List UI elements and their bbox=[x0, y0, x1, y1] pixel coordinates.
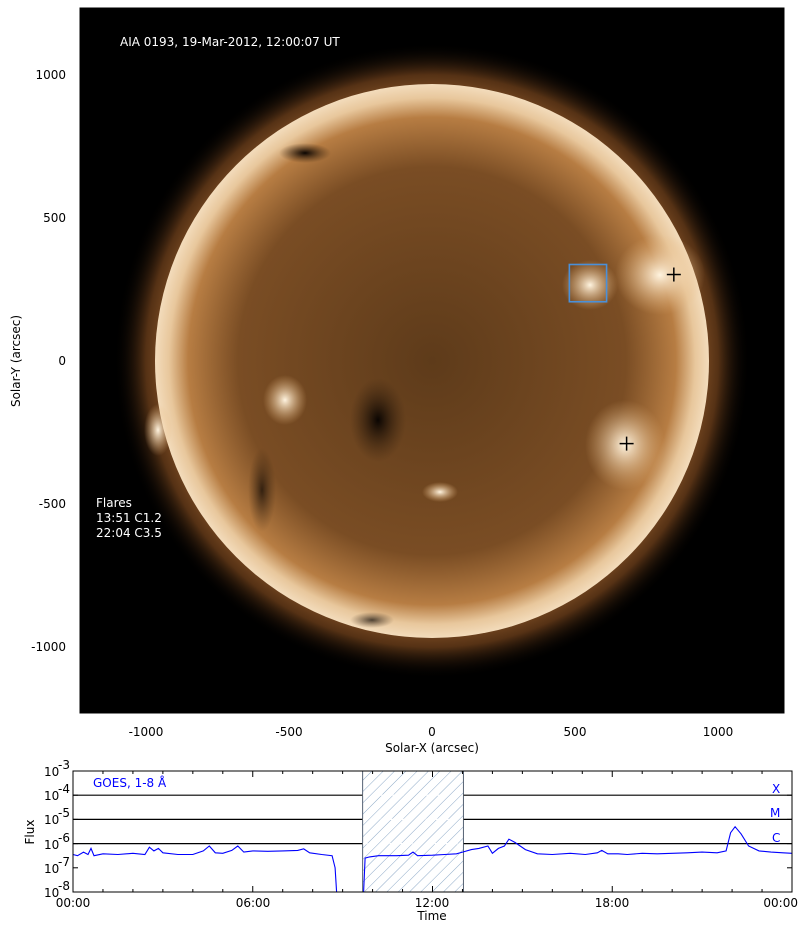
goes-xtick-label-2: 06:00 bbox=[236, 896, 271, 910]
image-xtick-label-5: 1000 bbox=[703, 725, 734, 739]
goes-ytick-exp-2: -4 bbox=[58, 782, 70, 796]
bright-limb-east bbox=[144, 404, 172, 456]
image-xtick-label-1: -1000 bbox=[129, 725, 164, 739]
coronal-hole bbox=[350, 378, 406, 462]
flare-entry-2: 22:04 C3.5 bbox=[96, 526, 162, 540]
region-of-interest-box bbox=[568, 263, 608, 303]
goes-axis-ticks bbox=[72, 770, 793, 893]
goes-xtick-label-5: 00:00 bbox=[763, 896, 798, 910]
svg-text:10: 10 bbox=[44, 886, 59, 900]
flare-marker-1 bbox=[666, 267, 681, 282]
image-xlabel: Solar-X (arcsec) bbox=[385, 741, 479, 755]
active-region-southwest bbox=[585, 400, 665, 490]
goes-ytick-label-3: 10-5 bbox=[44, 806, 70, 827]
image-ytick-label-4: -500 bbox=[39, 497, 66, 511]
goes-xtick-label-3: 12:00 bbox=[415, 896, 450, 910]
goes-panel: GOES, 1-8 Å X M C 10-3 10-4 10-5 10-6 10… bbox=[23, 758, 798, 923]
goes-ytick-label-4: 10-6 bbox=[44, 831, 70, 852]
class-label-c: C bbox=[772, 831, 780, 845]
goes-ytick-exp-5: -7 bbox=[58, 855, 70, 869]
goes-ytick-label-6: 10-8 bbox=[44, 879, 70, 900]
goes-xlabel: Time bbox=[416, 909, 446, 923]
image-xtick-label-2: -500 bbox=[275, 725, 302, 739]
goes-ytick-exp-4: -6 bbox=[58, 831, 70, 845]
dark-region-east bbox=[248, 448, 276, 532]
sun-image bbox=[114, 43, 750, 679]
goes-ytick-exp-3: -5 bbox=[58, 806, 70, 820]
active-region-east bbox=[263, 375, 307, 425]
flare-markers bbox=[619, 267, 681, 451]
image-xtick-label-4: 500 bbox=[564, 725, 587, 739]
observation-window-shade bbox=[362, 770, 464, 893]
dark-region-south bbox=[350, 612, 394, 628]
goes-series-label: GOES, 1-8 Å bbox=[93, 775, 167, 790]
goes-ytick-label-2: 10-4 bbox=[44, 782, 70, 803]
image-ylabel: Solar-Y (arcsec) bbox=[9, 315, 23, 407]
image-ytick-label-3: 0 bbox=[58, 354, 66, 368]
image-ytick-label-1: 1000 bbox=[35, 68, 66, 82]
image-axis-ticks bbox=[80, 8, 784, 713]
goes-ytick-exp-1: -3 bbox=[58, 758, 70, 772]
class-label-m: M bbox=[770, 806, 780, 820]
image-xtick-label-3: 0 bbox=[428, 725, 436, 739]
active-region-west bbox=[615, 235, 705, 315]
flare-entry-1: 13:51 C1.2 bbox=[96, 511, 162, 525]
svg-text:10: 10 bbox=[44, 862, 59, 876]
goes-xtick-label-4: 18:00 bbox=[595, 896, 630, 910]
dark-region-north bbox=[279, 143, 331, 163]
active-region-box bbox=[562, 260, 618, 310]
image-ytick-label-5: -1000 bbox=[31, 640, 66, 654]
flares-heading: Flares bbox=[96, 496, 132, 510]
goes-xtick-label-1: 00:00 bbox=[56, 896, 91, 910]
goes-ytick-label-1: 10-3 bbox=[44, 758, 70, 779]
image-ytick-label-2: 500 bbox=[43, 211, 66, 225]
svg-text:10: 10 bbox=[44, 789, 59, 803]
image-panel: AIA 0193, 19-Mar-2012, 12:00:07 UT Flare… bbox=[9, 7, 785, 755]
flare-class-lines bbox=[73, 794, 792, 845]
goes-flux-line bbox=[72, 825, 793, 893]
bright-spot-south bbox=[422, 482, 458, 502]
svg-text:10: 10 bbox=[44, 813, 59, 827]
image-title: AIA 0193, 19-Mar-2012, 12:00:07 UT bbox=[120, 35, 340, 49]
svg-text:10: 10 bbox=[44, 838, 59, 852]
flare-marker-2 bbox=[619, 436, 634, 451]
solar-disk bbox=[155, 84, 709, 638]
goes-ylabel: Flux bbox=[23, 820, 37, 845]
svg-text:10: 10 bbox=[44, 765, 59, 779]
goes-ytick-exp-6: -8 bbox=[58, 879, 70, 893]
goes-ytick-label-5: 10-7 bbox=[44, 855, 70, 876]
class-label-x: X bbox=[772, 782, 780, 796]
